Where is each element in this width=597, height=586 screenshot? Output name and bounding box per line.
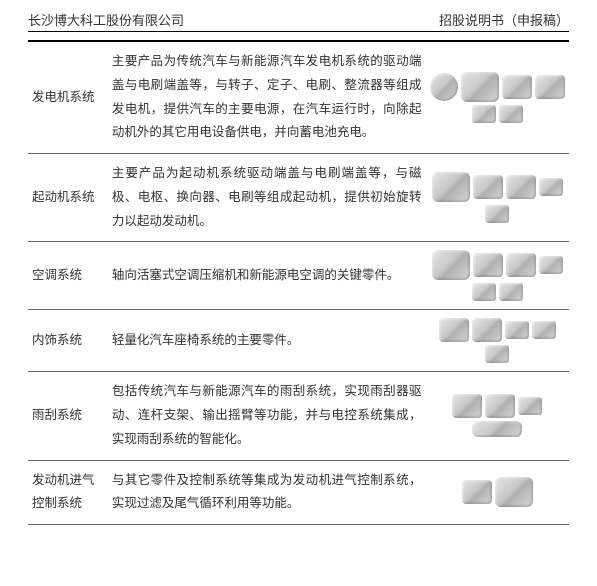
table-row: 雨刮系统 包括传统汽车与新能源汽车的雨刮系统，实现雨刮器驱动、连杆支架、输出摇臂… xyxy=(28,372,569,460)
part-icon xyxy=(452,394,482,418)
table-row: 发电机系统 主要产品为传统汽车与新能源汽车发电机系统的驱动端盖与电刷端盖等，与转… xyxy=(28,41,569,154)
part-icon xyxy=(472,318,502,342)
part-icon xyxy=(432,172,470,202)
part-icon xyxy=(473,253,503,277)
page-header: 长沙博大科工股份有限公司 招股说明书（申报稿） xyxy=(28,10,569,32)
part-icon xyxy=(485,394,515,418)
system-description: 主要产品为起动机系统驱动端盖与电刷端盖等，与磁极、电枢、换向器、电刷等组成起动机… xyxy=(108,154,426,242)
system-name: 空调系统 xyxy=(28,242,108,310)
part-icon xyxy=(472,283,496,301)
part-icon xyxy=(499,105,523,123)
system-images xyxy=(426,372,569,460)
part-icon xyxy=(430,73,458,101)
system-description: 主要产品为传统汽车与新能源汽车发电机系统的驱动端盖与电刷端盖等，与转子、定子、电… xyxy=(108,41,426,154)
system-name: 发动机进气控制系统 xyxy=(28,460,108,525)
system-images xyxy=(426,242,569,310)
part-icon xyxy=(506,253,536,277)
system-name: 起动机系统 xyxy=(28,154,108,242)
system-name: 发电机系统 xyxy=(28,41,108,154)
part-icon xyxy=(535,75,565,99)
part-icon xyxy=(502,75,532,99)
system-name: 内饰系统 xyxy=(28,310,108,372)
table-row: 发动机进气控制系统 与其它零件及控制系统等集成为发动机进气控制系统，实现过滤及尾… xyxy=(28,460,569,525)
part-icon xyxy=(499,283,523,301)
system-images xyxy=(426,154,569,242)
system-description: 轻量化汽车座椅系统的主要零件。 xyxy=(108,310,426,372)
company-name: 长沙博大科工股份有限公司 xyxy=(28,10,184,29)
part-icon xyxy=(472,421,522,437)
system-description: 包括传统汽车与新能源汽车的雨刮系统，实现雨刮器驱动、连杆支架、输出摇臂等功能，并… xyxy=(108,372,426,460)
product-systems-table: 发电机系统 主要产品为传统汽车与新能源汽车发电机系统的驱动端盖与电刷端盖等，与转… xyxy=(28,40,569,525)
table-row: 空调系统 轴向活塞式空调压缩机和新能源电空调的关键零件。 xyxy=(28,242,569,310)
system-description: 轴向活塞式空调压缩机和新能源电空调的关键零件。 xyxy=(108,242,426,310)
system-images xyxy=(426,310,569,372)
part-icon xyxy=(472,105,496,123)
part-icon xyxy=(506,175,536,199)
part-icon xyxy=(461,72,499,102)
system-description: 与其它零件及控制系统等集成为发动机进气控制系统，实现过滤及尾气循环利用等功能。 xyxy=(108,460,426,525)
system-images xyxy=(426,460,569,525)
document-type: 招股说明书（申报稿） xyxy=(439,10,569,29)
part-icon xyxy=(462,480,492,504)
part-icon xyxy=(539,178,563,196)
part-icon xyxy=(439,318,469,342)
prospectus-page: 长沙博大科工股份有限公司 招股说明书（申报稿） 发电机系统 主要产品为传统汽车与… xyxy=(0,0,597,525)
system-name: 雨刮系统 xyxy=(28,372,108,460)
part-icon xyxy=(539,256,563,274)
part-icon xyxy=(432,250,470,280)
part-icon xyxy=(485,345,509,363)
part-icon xyxy=(495,477,533,507)
table-row: 起动机系统 主要产品为起动机系统驱动端盖与电刷端盖等，与磁极、电枢、换向器、电刷… xyxy=(28,154,569,242)
table-row: 内饰系统 轻量化汽车座椅系统的主要零件。 xyxy=(28,310,569,372)
part-icon xyxy=(473,175,503,199)
part-icon xyxy=(505,321,529,339)
part-icon xyxy=(532,321,556,339)
part-icon xyxy=(518,397,542,415)
part-icon xyxy=(485,205,509,223)
system-images xyxy=(426,41,569,154)
